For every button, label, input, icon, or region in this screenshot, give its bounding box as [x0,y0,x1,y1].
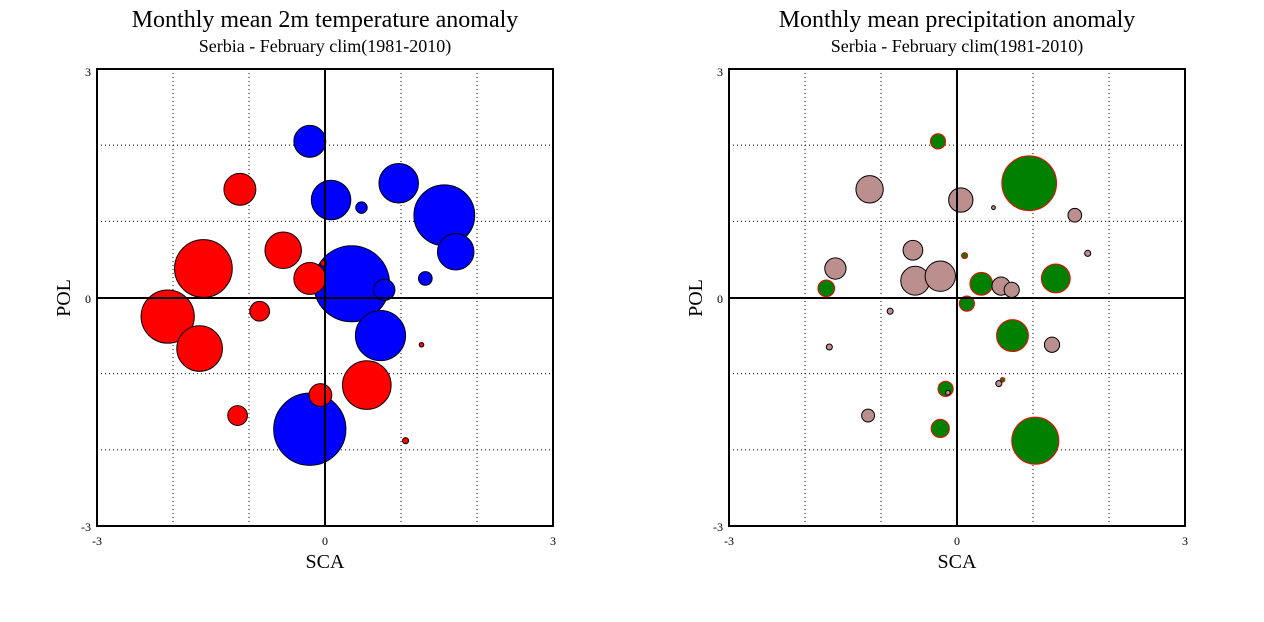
data-point-negative [341,360,392,410]
data-point-negative [264,231,302,270]
x-axis-label: SCA [938,551,977,573]
x-axis-label: SCA [306,551,345,573]
y-tick-max: 3 [85,65,91,79]
temperature-anomaly-chart: Monthly mean 2m temperature anomaly Serb… [53,7,556,573]
data-point-negative [991,205,996,211]
data-point-positive [930,418,950,439]
data-point-negative [825,343,833,351]
data-point-negative [945,389,951,396]
data-point-positive [999,376,1006,383]
data-point-negative [824,257,847,280]
data-point-negative [418,341,425,348]
data-point-positive [1001,155,1058,212]
chart-title: Monthly mean precipitation anomaly [779,7,1136,33]
data-point-positive [1011,416,1060,465]
data-point-negative [293,261,327,295]
x-tick-min: -3 [92,534,102,548]
data-point-negative [1003,281,1020,298]
data-point-positive [817,279,836,298]
plot-frame [96,68,554,527]
y-tick-max: 3 [717,65,723,79]
data-point-positive [378,162,419,204]
data-point-positive [310,179,352,221]
data-point-negative [402,437,410,445]
data-point-negative [855,175,884,204]
y-tick-min: -3 [81,520,91,534]
data-point-negative [995,380,1003,388]
data-point-positive [958,295,975,312]
chart-title: Monthly mean 2m temperature anomaly [132,7,519,33]
data-point-negative [308,383,333,407]
data-points [817,133,1092,465]
plot-frame [728,68,1186,527]
data-point-positive [436,233,475,271]
chart-subtitle: Serbia - February clim(1981-2010) [831,36,1083,57]
data-point-positive [354,310,407,362]
y-axis-label: POL [685,279,707,317]
data-point-negative [948,187,974,213]
data-points [140,124,476,466]
data-point-negative [1043,336,1061,353]
y-axis-label: POL [53,279,75,317]
x-tick-min: -3 [724,534,734,548]
data-point-negative [924,260,956,292]
data-point-negative [1084,249,1092,257]
data-point-negative [176,325,223,372]
data-point-negative [249,300,271,322]
data-point-negative [174,239,233,298]
data-point-negative [861,408,876,423]
data-point-positive [1040,263,1071,294]
x-tick-zero: 0 [322,534,328,548]
y-tick-zero: 0 [85,292,91,306]
data-point-negative [1067,207,1083,223]
data-point-negative [227,405,248,426]
data-point-negative [140,289,195,344]
precipitation-anomaly-chart: Monthly mean precipitation anomaly Serbi… [685,7,1188,573]
x-tick-zero: 0 [954,534,960,548]
y-tick-zero: 0 [717,292,723,306]
data-point-positive [996,319,1029,353]
data-point-positive [373,278,396,302]
y-tick-min: -3 [713,520,723,534]
x-tick-max: 3 [550,534,556,548]
data-point-positive [273,392,347,466]
data-point-negative [886,307,894,315]
data-point-positive [929,133,947,150]
data-point-positive [961,252,969,260]
data-point-negative [223,172,257,206]
data-point-positive [355,201,368,214]
data-point-positive [417,271,433,286]
data-point-positive [969,271,994,296]
data-point-positive [293,124,327,158]
x-tick-max: 3 [1182,534,1188,548]
chart-subtitle: Serbia - February clim(1981-2010) [199,36,451,57]
data-point-negative [902,239,924,261]
